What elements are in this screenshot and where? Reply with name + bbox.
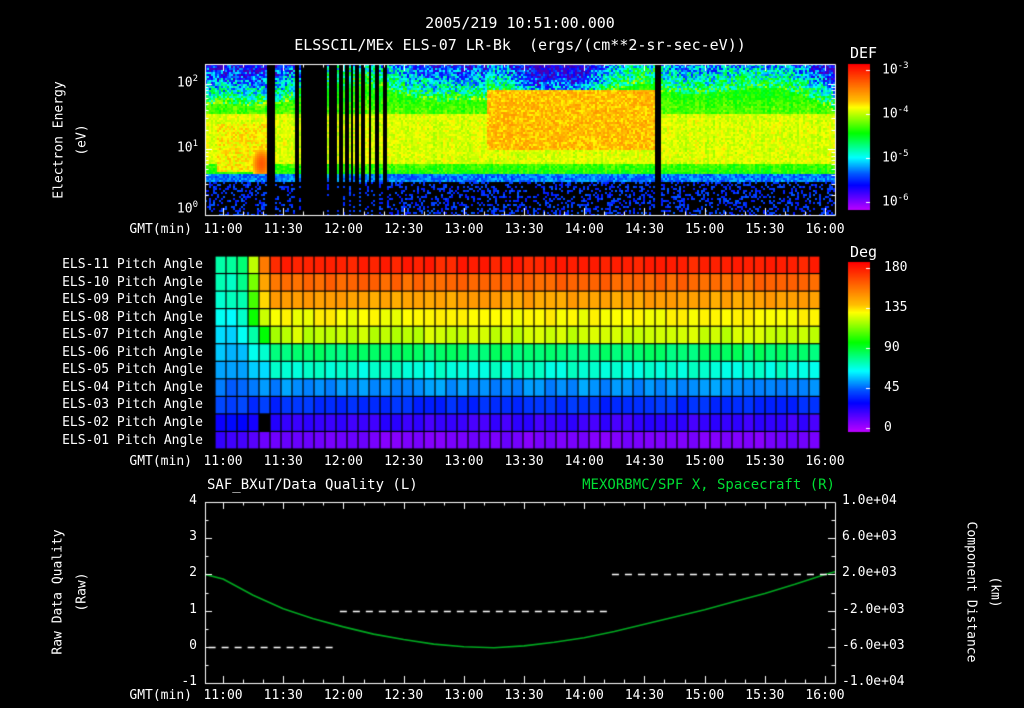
p3-left-tick--1: -1: [181, 674, 197, 689]
x-tick-label-panel2-1300: 13:00: [444, 454, 484, 469]
panel3-left-axis-label: Raw Data Quality: [50, 529, 66, 655]
panel3-left-axis-units: (Raw): [74, 572, 90, 612]
x-tick-label-panel1-1230: 12:30: [384, 222, 424, 237]
p3-right-tick-5: -1.0e+04: [842, 674, 905, 689]
x-tick-label-panel3-1100: 11:00: [203, 688, 243, 703]
cb2-tick-0: 0: [884, 420, 892, 435]
x-tick-label-panel2-1530: 15:30: [745, 454, 785, 469]
p3-left-tick-3: 3: [189, 529, 197, 545]
x-tick-label-panel3-1430: 14:30: [624, 688, 664, 703]
p3-right-tick-2: 2.0e+03: [842, 565, 897, 581]
x-tick-label-panel1-1200: 12:00: [323, 222, 364, 237]
cb1-tick-10e-4: 10-4: [882, 105, 909, 122]
p1-y-tick-10e2: 102: [176, 73, 198, 91]
x-tick-label-panel1-1300: 13:00: [444, 222, 484, 237]
p1-y-tick-10e0: 100: [176, 200, 198, 217]
p3-right-tick-4: -6.0e+03: [842, 637, 905, 653]
row-label-els-05: ELS-05 Pitch Angle: [62, 362, 203, 378]
x-tick-label-panel3-1230: 12:30: [384, 688, 424, 703]
cb1-tick-10e-3: 10-3: [882, 61, 909, 78]
x-tick-label-panel1-1500: 15:00: [685, 222, 725, 237]
panel2-x-axis-label: GMT(min): [129, 454, 192, 469]
x-tick-label-panel3-1500: 15:00: [685, 688, 725, 703]
panel3-right-title: MEXORBMC/SPF X, Spacecraft (R): [582, 477, 835, 493]
p3-left-tick-1: 1: [189, 601, 197, 617]
row-label-els-08: ELS-08 Pitch Angle: [62, 309, 203, 325]
p3-left-tick-0: 0: [189, 637, 197, 653]
x-tick-label-panel3-1400: 14:00: [564, 688, 604, 703]
x-tick-label-panel1-1400: 14:00: [564, 222, 604, 237]
x-tick-label-panel3-1200: 12:00: [323, 688, 364, 703]
panel3-x-axis-label: GMT(min): [129, 688, 192, 703]
x-tick-label-panel3-1530: 15:30: [745, 688, 785, 703]
x-tick-label-panel1-1530: 15:30: [745, 222, 785, 237]
panel3-right-axis-units: (km): [987, 576, 1003, 608]
cb2-tick-45: 45: [884, 380, 900, 395]
p3-left-tick-2: 2: [189, 565, 197, 581]
p3-right-tick-3: -2.0e+03: [842, 601, 905, 617]
x-tick-label-panel2-1130: 11:30: [263, 454, 303, 469]
x-tick-label-panel1-1600: 16:00: [805, 222, 845, 237]
spectrogram-title: ELSSCIL/MEx ELS-07 LR-Bk (ergs/(cm**2-sr…: [294, 36, 746, 54]
row-label-els-10: ELS-10 Pitch Angle: [62, 274, 203, 290]
row-label-els-11: ELS-11 Pitch Angle: [62, 257, 203, 272]
panel3-left-title: SAF_BXuT/Data Quality (L): [207, 477, 418, 493]
row-label-els-04: ELS-04 Pitch Angle: [62, 379, 203, 395]
cb1-tick-10e-6: 10-6: [882, 193, 909, 210]
panel1-x-axis-label: GMT(min): [129, 222, 192, 237]
x-tick-label-panel3-1330: 13:30: [504, 688, 544, 703]
colorbar-deg-title: Deg: [850, 243, 878, 261]
cb2-tick-135: 135: [884, 300, 908, 315]
p3-right-tick-0: 1.0e+04: [842, 493, 897, 508]
x-tick-label-panel2-1430: 14:30: [624, 454, 664, 469]
x-tick-label-panel2-1230: 12:30: [384, 454, 424, 469]
x-tick-label-panel2-1330: 13:30: [504, 454, 544, 469]
x-tick-label-panel3-1130: 11:30: [263, 688, 303, 703]
cb1-tick-10e-5: 10-5: [882, 149, 909, 166]
x-tick-label-panel2-1600: 16:00: [805, 454, 845, 469]
row-label-els-01: ELS-01 Pitch Angle: [62, 432, 203, 448]
x-tick-label-panel2-1200: 12:00: [323, 454, 364, 469]
row-label-els-09: ELS-09 Pitch Angle: [62, 292, 203, 308]
x-tick-label-panel1-1130: 11:30: [263, 222, 303, 237]
p3-left-tick-4: 4: [189, 493, 197, 508]
colorbar-def-title: DEF: [850, 44, 878, 62]
x-tick-label-panel2-1400: 14:00: [564, 454, 604, 469]
cb2-tick-180: 180: [884, 260, 908, 275]
row-label-els-07: ELS-07 Pitch Angle: [62, 327, 203, 343]
page-title: 2005/219 10:51:00.000: [425, 14, 615, 32]
x-tick-label-panel1-1330: 13:30: [504, 222, 544, 237]
panel1-y-axis-label: Electron Energy: [51, 81, 67, 199]
p3-right-tick-1: 6.0e+03: [842, 529, 897, 545]
x-tick-label-panel1-1100: 11:00: [203, 222, 243, 237]
p1-y-tick-10e1: 101: [176, 139, 198, 156]
x-tick-label-panel3-1300: 13:00: [444, 688, 484, 703]
x-tick-label-panel3-1600: 16:00: [805, 688, 845, 703]
row-label-els-02: ELS-02 Pitch Angle: [62, 414, 203, 430]
row-label-els-06: ELS-06 Pitch Angle: [62, 344, 203, 360]
x-tick-label-panel2-1100: 11:00: [203, 454, 243, 469]
x-tick-label-panel2-1500: 15:00: [685, 454, 725, 469]
panel1-y-axis-units: (eV): [74, 124, 90, 156]
panel3-right-axis-label: Component Distance: [963, 521, 979, 663]
row-label-els-03: ELS-03 Pitch Angle: [62, 397, 203, 413]
x-tick-label-panel1-1430: 14:30: [624, 222, 664, 237]
cb2-tick-90: 90: [884, 340, 900, 355]
